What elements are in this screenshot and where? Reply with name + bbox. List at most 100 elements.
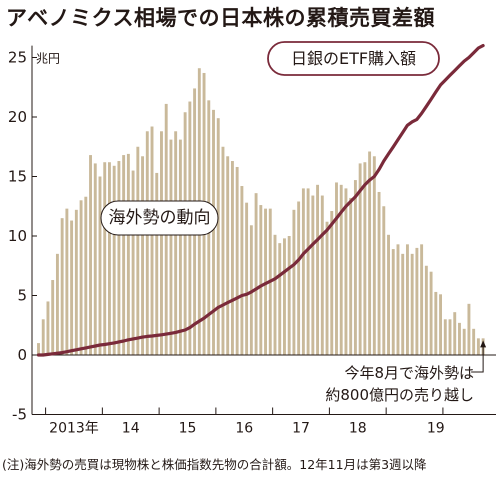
y-tick-label: 0	[17, 346, 27, 364]
bar-mark	[230, 161, 234, 355]
legend-overseas-box	[100, 200, 219, 236]
bar-mark	[396, 244, 400, 355]
bar-mark	[320, 195, 324, 355]
y-unit-label: 兆円	[36, 52, 60, 66]
bar-mark	[178, 139, 182, 355]
bar-mark	[145, 131, 149, 355]
bar-mark	[391, 249, 395, 355]
bar-mark	[254, 193, 258, 355]
bar-mark	[117, 161, 121, 355]
bar-mark	[434, 291, 438, 355]
chart-title: アベノミクス相場での日本株の累積売買差額	[6, 6, 435, 30]
bar-mark	[358, 163, 362, 355]
legend-boj: 日銀のETF購入額	[267, 41, 440, 76]
bar-mark	[55, 253, 59, 355]
bar-mark	[287, 236, 291, 355]
y-tick-label: 15	[8, 168, 27, 186]
bar-mark	[79, 200, 83, 355]
y-tick-label: 10	[8, 227, 27, 245]
bar-mark	[410, 253, 414, 355]
y-tick-label: 20	[8, 108, 27, 126]
x-axis-ticks: 2013年 14 15 16 17 18 19	[45, 407, 445, 437]
bar-mark	[259, 205, 263, 355]
bar-mark	[405, 244, 409, 355]
bar-mark	[368, 151, 372, 355]
bar-mark	[65, 208, 69, 355]
annotation: 今年8月で海外勢は 約800億円の売り越し	[310, 340, 487, 405]
annotation-arrowhead	[480, 340, 487, 348]
bar-mark	[51, 280, 55, 355]
bar-mark	[93, 163, 97, 355]
bar-mark	[240, 186, 244, 355]
bar-mark	[439, 294, 442, 355]
bar-mark	[448, 319, 452, 355]
bar-mark	[60, 218, 64, 355]
bar-mark	[273, 234, 277, 355]
y-axis-ticks: -5 0 5 10 15 20 25	[8, 49, 37, 424]
bar-mark	[420, 244, 424, 355]
bar-mark	[41, 319, 45, 355]
bar-mark	[84, 196, 88, 355]
x-tick-label: 16	[235, 421, 253, 437]
bar-mark	[325, 221, 329, 355]
bar-mark	[136, 146, 140, 355]
bar-mark	[415, 247, 419, 355]
bar-mark	[245, 202, 249, 355]
bar-mark	[301, 188, 305, 355]
bar-mark	[98, 176, 102, 355]
legend-overseas: 海外勢の動向	[100, 200, 219, 236]
bar-mark	[141, 156, 145, 355]
bar-mark	[316, 184, 320, 355]
bar-mark	[330, 211, 334, 355]
bar-mark	[89, 155, 92, 355]
bar-mark	[150, 126, 154, 356]
bar-mark	[70, 220, 74, 355]
bar-mark	[377, 191, 381, 355]
legend-overseas-label: 海外勢の動向	[109, 208, 211, 228]
bar-mark	[462, 328, 466, 355]
bar-mark	[122, 155, 126, 355]
bar-mark	[216, 118, 220, 355]
bar-mark	[292, 209, 296, 355]
bar-mark	[372, 156, 376, 355]
bar-mark	[126, 153, 130, 355]
bar-mark	[401, 253, 405, 355]
legend-boj-label: 日銀のETF購入額	[291, 49, 416, 68]
bar-mark	[476, 338, 480, 355]
legend-boj-box	[267, 41, 440, 76]
bar-mark	[131, 170, 135, 355]
bar-mark	[103, 162, 107, 355]
bar-mark	[453, 312, 457, 355]
bar-mark	[160, 131, 163, 355]
x-tick-label: 15	[179, 421, 197, 437]
x-tick-label: 19	[427, 421, 445, 437]
bar-mark	[283, 238, 286, 355]
footnote: (注)海外勢の売買は現物株と株価指数先物の合計額。12年11月は第3週以降	[2, 457, 427, 472]
annotation-background	[310, 359, 482, 405]
boj-etf-series-line	[36, 44, 485, 357]
x-tick-label: 18	[349, 421, 367, 437]
bar-mark	[112, 165, 116, 355]
bar-mark	[212, 109, 215, 355]
annotation-line1: 今年8月で海外勢は	[344, 364, 474, 382]
bar-mark	[387, 234, 390, 355]
bar-mark	[363, 162, 367, 355]
bar-mark	[155, 172, 159, 355]
bar-mark	[108, 162, 111, 355]
y-tick-label: 5	[17, 287, 27, 305]
bar-mark	[467, 303, 471, 355]
bar-mark	[339, 184, 343, 355]
bar-mark	[221, 146, 225, 355]
bar-mark	[344, 188, 348, 355]
bar-mark	[174, 131, 178, 355]
bar-mark	[37, 343, 40, 355]
x-tick-label: 17	[292, 421, 310, 437]
x-tick-label: 14	[122, 421, 140, 437]
bar-mark	[349, 197, 353, 355]
bar-mark	[74, 209, 78, 355]
bar-mark	[472, 328, 476, 355]
bar-mark	[278, 243, 282, 355]
bar-mark	[235, 166, 239, 355]
bar-mark	[46, 301, 50, 355]
